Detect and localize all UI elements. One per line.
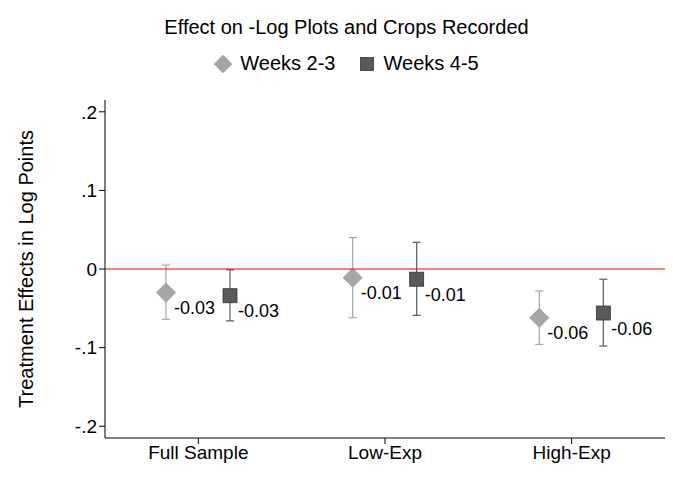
svg-text:-.1: -.1 bbox=[75, 337, 97, 358]
svg-text:-0.06: -0.06 bbox=[547, 323, 588, 343]
svg-text:Full Sample: Full Sample bbox=[148, 442, 248, 463]
svg-text:Treatment Effects in Log Point: Treatment Effects in Log Points bbox=[15, 130, 37, 408]
svg-text:-0.01: -0.01 bbox=[425, 285, 466, 305]
svg-text:-.2: -.2 bbox=[75, 416, 97, 437]
svg-text:High-Exp: High-Exp bbox=[533, 442, 611, 463]
svg-text:Low-Exp: Low-Exp bbox=[348, 442, 422, 463]
html-text:Weeks 4-5: Weeks 4-5 bbox=[383, 52, 479, 74]
svg-text:-0.06: -0.06 bbox=[611, 319, 652, 339]
html-text:Weeks 2-3: Weeks 2-3 bbox=[240, 52, 336, 74]
svg-text:.2: .2 bbox=[81, 102, 97, 123]
svg-text:0: 0 bbox=[86, 259, 97, 280]
svg-text:-0.01: -0.01 bbox=[361, 283, 402, 303]
html-text:Effect on -Log Plots and Crops: Effect on -Log Plots and Crops Recorded bbox=[164, 16, 529, 38]
svg-text:.1: .1 bbox=[81, 180, 97, 201]
svg-text:-0.03: -0.03 bbox=[238, 301, 279, 321]
svg-text:-0.03: -0.03 bbox=[174, 298, 215, 318]
